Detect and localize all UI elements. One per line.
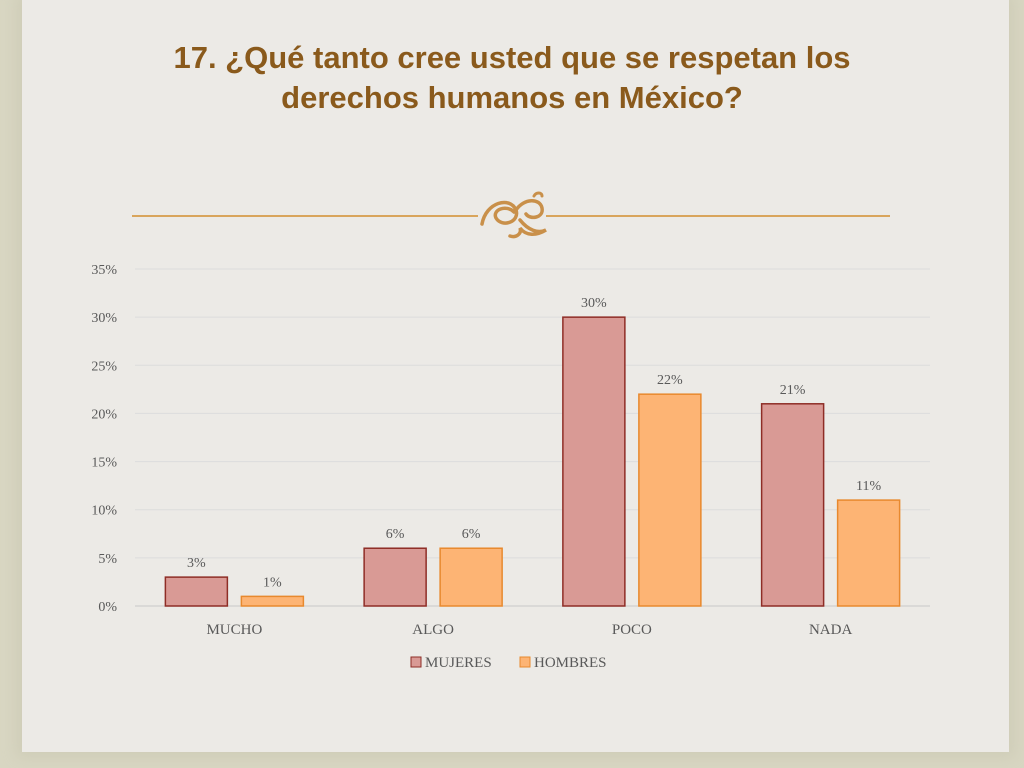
y-tick-label: 35% <box>91 263 117 278</box>
data-label: 1% <box>263 575 282 590</box>
y-tick-label: 20% <box>91 407 117 422</box>
x-category-label: MUCHO <box>206 622 262 638</box>
divider-line-right <box>546 215 890 217</box>
data-label: 6% <box>462 527 481 542</box>
bar-hombres-poco <box>638 393 702 607</box>
y-tick-label: 30% <box>91 311 117 326</box>
legend-label-mujeres: MUJERES <box>425 655 492 671</box>
divider-line-left <box>132 215 478 217</box>
bar-mujeres-poco <box>562 316 626 607</box>
x-category-label: POCO <box>612 622 652 638</box>
bar-hombres-nada <box>836 499 901 607</box>
bar-hombres-algo <box>439 547 503 607</box>
legend-swatch-mujeres <box>410 656 422 668</box>
y-tick-label: 25% <box>91 359 117 374</box>
data-label: 21% <box>780 383 806 398</box>
bar-hombres-mucho <box>240 595 305 607</box>
slide-title: 17. ¿Qué tanto cree usted que se respeta… <box>173 40 851 115</box>
bar-mujeres-nada <box>760 403 825 607</box>
data-label: 6% <box>386 527 405 542</box>
legend-swatch-hombres <box>519 656 531 668</box>
data-label: 3% <box>187 556 206 571</box>
legend-label-hombres: HOMBRES <box>534 655 607 671</box>
y-tick-label: 0% <box>98 600 117 615</box>
data-label: 30% <box>581 296 607 311</box>
slide-background <box>22 0 1009 752</box>
y-tick-label: 15% <box>91 456 117 471</box>
bar-mujeres-algo <box>363 547 427 607</box>
data-label: 22% <box>657 373 683 388</box>
x-category-label: ALGO <box>412 622 454 638</box>
y-tick-label: 5% <box>98 552 117 567</box>
y-tick-label: 10% <box>91 504 117 519</box>
x-category-label: NADA <box>809 622 852 638</box>
flourish-icon <box>480 191 547 239</box>
bar-mujeres-mucho <box>164 576 229 607</box>
data-label: 11% <box>856 479 881 494</box>
